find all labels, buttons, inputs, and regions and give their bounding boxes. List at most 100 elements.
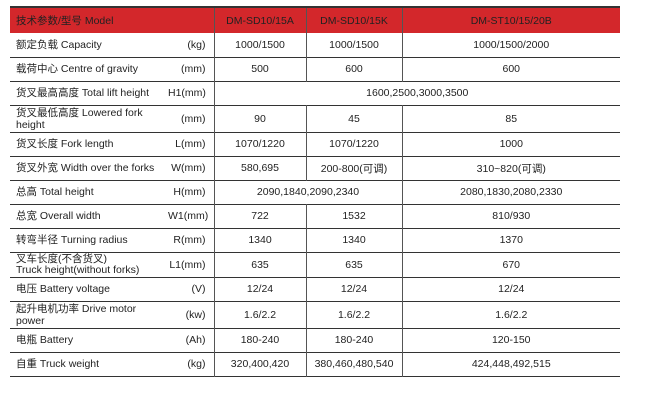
cell-value: 12/24 [213, 277, 306, 301]
row-label: 货叉最低高度 Lowered fork height [10, 105, 168, 132]
table-row: 总高 Total height H(mm) 2090,1840,2090,2340 2… [10, 180, 620, 204]
cell-value: 320,400,420 [213, 352, 306, 376]
cell-value: 635 [213, 252, 306, 277]
unit: (mm) [181, 112, 206, 125]
unit: (kg) [187, 358, 206, 370]
row-label: 货叉长度 Fork length [10, 132, 168, 156]
label-text: 总宽 Overall width [16, 210, 101, 222]
cell-value: 380,460,480,540 [305, 352, 402, 376]
unit: (kg) [187, 38, 206, 51]
cell-value: 424,448,492,515 [401, 352, 620, 376]
cell-value: 45 [305, 105, 402, 132]
label-text: 货叉最低高度 Lowered fork height [16, 106, 143, 131]
model-name: DM-SD10/15K [305, 7, 402, 33]
row-label: 电压 Battery voltage [10, 277, 168, 301]
cell-value: 2090,1840,2090,2340 [213, 180, 402, 204]
table-row: 额定负载 Capacity (kg) 1000/1500 1000/1500 1000/… [10, 33, 620, 57]
unit: (V) [191, 283, 206, 295]
label-text: 货叉外宽 Width over the forks [16, 162, 155, 174]
unit: L1(mm) [169, 258, 206, 271]
model-header: 技术参数/型号 Model [16, 15, 114, 27]
row-label: 叉车长度(不含货叉) Truck height(without forks) [10, 252, 168, 277]
row-label: 电瓶 Battery [10, 328, 168, 352]
spec-table: 技术参数/型号 Model DM-SD10/15A DM-SD10/15K DM… [10, 6, 620, 377]
cell-value: 12/24 [305, 277, 402, 301]
cell-value: 670 [401, 252, 620, 277]
cell-value: 635 [305, 252, 402, 277]
cell-value: 310~820(可调) [401, 156, 620, 180]
label-text: 转弯半径 Turning radius [16, 234, 128, 246]
table-row: 货叉外宽 Width over the forks W(mm) 580,695 200… [10, 156, 620, 180]
label-line: Truck height(without forks) [16, 263, 140, 276]
label-text: 总高 Total height [16, 186, 94, 198]
unit: (kw) [185, 308, 206, 321]
cell-value: 1.6/2.2 [305, 301, 402, 328]
row-label: 货叉最高高度 Total lift height [10, 81, 168, 105]
cell-value: 1070/1220 [213, 132, 306, 156]
cell-value: 1370 [401, 228, 620, 252]
header-row: 技术参数/型号 Model DM-SD10/15A DM-SD10/15K DM… [10, 7, 620, 33]
table-row: 起升电机功率 Drive motor power (kw) 1.6/2.2 1.6/2… [10, 301, 620, 328]
unit: (Ah) [185, 334, 206, 346]
table-row: 电压 Battery voltage (V) 12/24 12/24 12/24 [10, 277, 620, 301]
table-row: 自重 Truck weight (kg) 320,400,420 380,460,48… [10, 352, 620, 376]
row-label: 货叉外宽 Width over the forks [10, 156, 168, 180]
row-label: 总高 Total height [10, 180, 168, 204]
label-text: 额定负载 Capacity [16, 38, 102, 51]
cell-value: 500 [213, 57, 306, 81]
cell-value: 1600,2500,3000,3500 [213, 81, 620, 105]
cell-value: 600 [305, 57, 402, 81]
model-name: DM-SD10/15A [213, 7, 306, 33]
cell-value: 580,695 [213, 156, 306, 180]
table-row: 货叉最高高度 Total lift height H1(mm) 1600,2500,… [10, 81, 620, 105]
cell-value: 1000/1500/2000 [401, 33, 620, 57]
unit: H1(mm) [168, 87, 206, 99]
cell-value: 1.6/2.2 [401, 301, 620, 328]
label-text: 电瓶 Battery [16, 334, 74, 346]
model-name: DM-ST10/15/20B [401, 7, 620, 33]
label-text: 货叉最高高度 Total lift height [16, 87, 150, 99]
cell-value: 1000/1500 [305, 33, 402, 57]
label-text: 货叉长度 Fork length [16, 138, 114, 150]
label-text: 载荷中心 Centre of gravity [16, 63, 138, 75]
unit: W1(mm) [168, 210, 209, 222]
row-label: 自重 Truck weight [10, 352, 168, 376]
table-row: 货叉最低高度 Lowered fork height (mm) 90 45 85 [10, 105, 620, 132]
cell-value: 120-150 [401, 328, 620, 352]
table-row: 载荷中心 Centre of gravity (mm) 500 600 600 [10, 57, 620, 81]
unit: L(mm) [175, 138, 206, 150]
label-text: 自重 Truck weight [16, 358, 100, 370]
table-row: 电瓶 Battery (Ah) 180-240 180-240 120-150 [10, 328, 620, 352]
cell-value: 1000/1500 [213, 33, 306, 57]
row-label: 总宽 Overall width [10, 204, 168, 228]
label-line: 叉车长度(不含货叉) [16, 252, 107, 265]
cell-value: 722 [213, 204, 306, 228]
cell-value: 90 [213, 105, 306, 132]
cell-value: 180-240 [305, 328, 402, 352]
cell-value: 600 [401, 57, 620, 81]
table-row: 货叉长度 Fork length L(mm) 1070/1220 1070/1220 1… [10, 132, 620, 156]
table-row: 总宽 Overall width W1(mm) 722 1532 810/930 [10, 204, 620, 228]
unit: H(mm) [173, 186, 206, 198]
cell-value: 12/24 [401, 277, 620, 301]
cell-value: 1340 [213, 228, 306, 252]
cell-value: 180-240 [213, 328, 306, 352]
table-row: 叉车长度(不含货叉) Truck height(without forks) L1(… [10, 252, 620, 277]
cell-value: 1000 [401, 132, 620, 156]
cell-value: 1070/1220 [305, 132, 402, 156]
row-label: 载荷中心 Centre of gravity [10, 57, 168, 81]
row-label: 转弯半径 Turning radius [10, 228, 168, 252]
cell-value: 200-800(可调) [305, 156, 402, 180]
row-label: 额定负载 Capacity [10, 33, 168, 57]
unit: W(mm) [171, 162, 206, 174]
unit: R(mm) [173, 234, 206, 246]
cell-value: 2080,1830,2080,2330 [401, 180, 620, 204]
cell-value: 810/930 [401, 204, 620, 228]
cell-value: 1340 [305, 228, 402, 252]
unit: (mm) [181, 63, 206, 75]
label-text: 起升电机功率 Drive motor power [16, 302, 137, 327]
row-label: 起升电机功率 Drive motor power [10, 301, 168, 328]
cell-value: 1.6/2.2 [213, 301, 306, 328]
cell-value: 1532 [305, 204, 402, 228]
label-text: 电压 Battery voltage [16, 283, 110, 295]
